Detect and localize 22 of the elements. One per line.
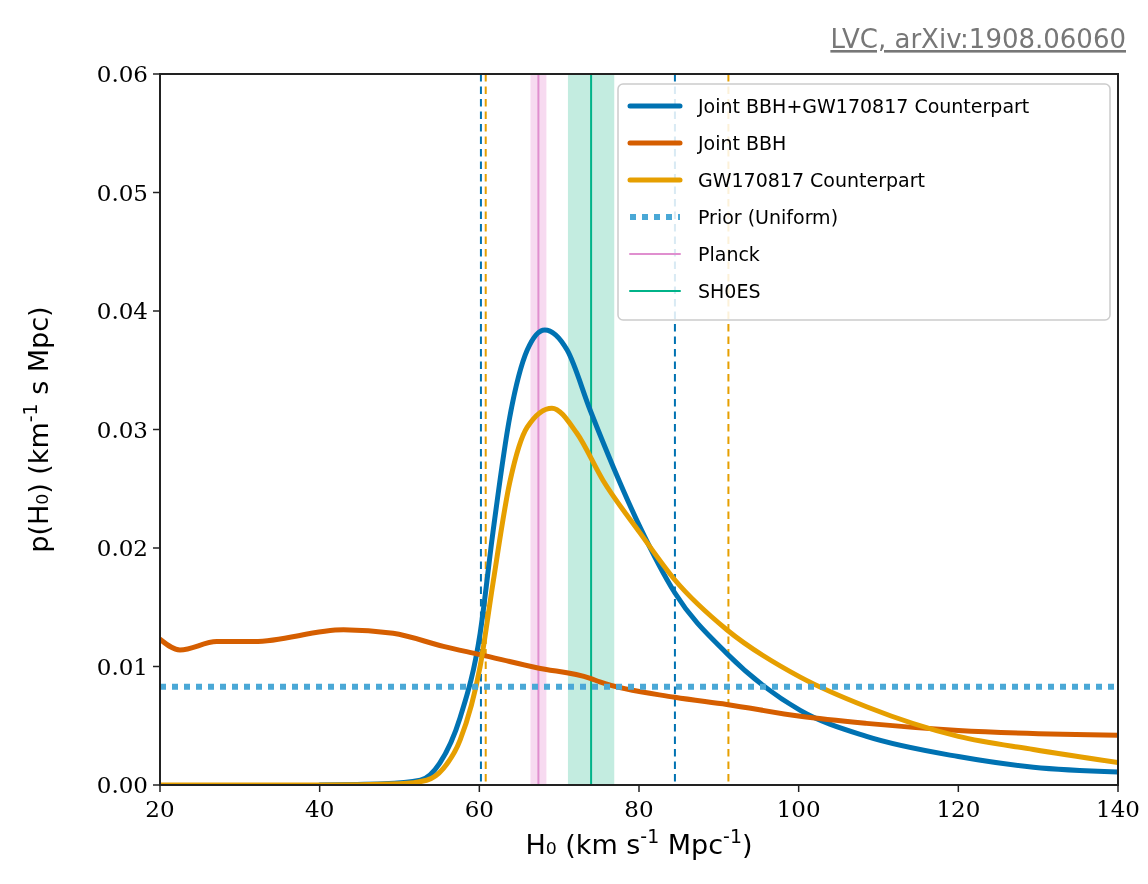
x-tick-label: 40	[305, 796, 335, 822]
x-tick-label: 80	[624, 796, 654, 822]
text: LVC, arXiv:1908.06060	[830, 24, 1126, 54]
y-tick-label: 0.00	[96, 772, 148, 798]
y-tick-label: 0.03	[96, 416, 148, 443]
y-tick-label: 0.05	[96, 179, 148, 206]
x-tick-label: 120	[936, 796, 981, 822]
x-tick-label: 20	[145, 796, 175, 822]
legend-label: Prior (Uniform)	[698, 206, 839, 228]
y-tick-label: 0.06	[96, 61, 148, 87]
y-tick-label: 0.02	[96, 535, 148, 561]
x-tick-label: 140	[1096, 796, 1140, 822]
y-tick-label: 0.01	[96, 653, 148, 680]
legend-label: Joint BBH+GW170817 Counterpart	[697, 95, 1030, 117]
x-axis-title: H₀ (km s$^{-1}$ Mpc$^{-1}$)	[525, 825, 753, 860]
y-tick-label: 0.04	[96, 298, 148, 324]
legend-label: GW170817 Counterpart	[698, 169, 925, 191]
legend-label: Planck	[698, 243, 760, 265]
legend-label: SH0ES	[698, 280, 761, 302]
x-tick-label: 60	[464, 796, 494, 822]
x-tick-label: 100	[776, 796, 821, 822]
legend-label: Joint BBH	[697, 132, 787, 154]
